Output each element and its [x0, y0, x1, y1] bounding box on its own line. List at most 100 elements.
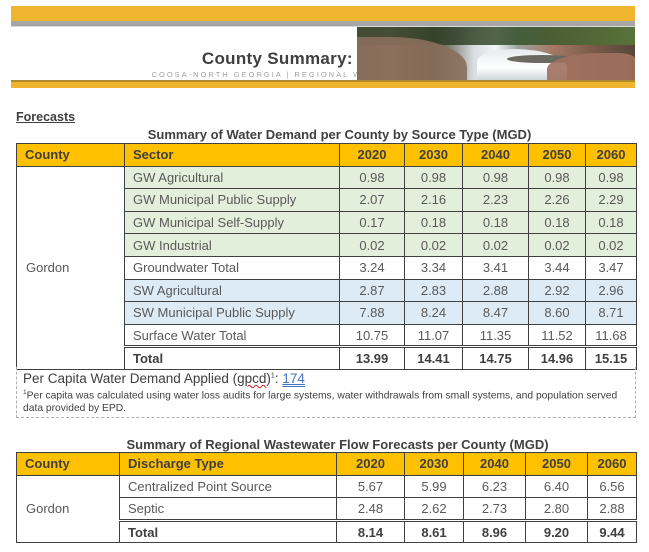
table-row-total: Total 8.14 8.61 8.96 9.20 9.44 [17, 518, 637, 544]
value-cell: 6.40 [525, 474, 588, 499]
value-cell: 3.47 [585, 255, 637, 280]
col-header-2030: 2030 [404, 143, 463, 167]
per-capita-label: Per Capita Water Demand Applied ( [23, 371, 238, 386]
table-header-row: County Sector 2020 2030 2040 2050 2060 [16, 143, 637, 167]
value-cell: 2.92 [528, 278, 586, 303]
value-cell: 2.29 [585, 188, 637, 212]
col-header-2060: 2060 [585, 143, 637, 167]
value-cell: 10.75 [339, 323, 405, 348]
footnote-text: Per capita was calculated using water lo… [23, 390, 618, 414]
total-value: 14.75 [462, 345, 529, 370]
value-cell: 5.99 [404, 474, 464, 499]
table-header-row: County Discharge Type 2020 2030 2040 205… [16, 452, 637, 476]
value-cell: 2.73 [463, 497, 526, 521]
value-cell: 3.34 [404, 255, 463, 280]
col-header-county: County [16, 143, 125, 167]
value-cell: 0.98 [528, 165, 586, 190]
col-header-2050: 2050 [525, 452, 588, 476]
col-header-2040: 2040 [463, 452, 526, 476]
water-demand-table-title: Summary of Water Demand per County by So… [147, 127, 532, 142]
sector-cell: GW Agricultural [124, 165, 340, 190]
value-cell: 2.88 [462, 278, 529, 303]
col-header-2030: 2030 [404, 452, 464, 476]
table-row: GW Municipal Public Supply 2.07 2.16 2.2… [17, 188, 637, 212]
value-cell: 3.44 [528, 255, 586, 280]
total-value: 8.14 [336, 518, 405, 544]
value-cell: 0.17 [339, 210, 405, 235]
photo-rock-right [547, 53, 635, 80]
wastewater-table: County Discharge Type 2020 2030 2040 205… [16, 452, 637, 544]
sector-cell: GW Municipal Self-Supply [124, 210, 340, 235]
value-cell: 11.07 [404, 323, 463, 348]
county-cell: Gordon [16, 474, 120, 544]
sector-cell: GW Industrial [124, 233, 340, 257]
total-label: Total [124, 345, 340, 370]
waterfall-photo [357, 27, 635, 80]
value-cell: 8.24 [404, 301, 463, 325]
table-row: SW Municipal Public Supply 7.88 8.24 8.4… [17, 301, 637, 325]
value-cell: 11.35 [462, 323, 529, 348]
value-cell: 3.41 [462, 255, 529, 280]
table-row: Gordon GW Agricultural 0.98 0.98 0.98 0.… [16, 165, 637, 370]
total-value: 15.15 [585, 345, 637, 370]
value-cell: 7.88 [339, 301, 405, 325]
value-cell: 2.87 [339, 278, 405, 303]
col-header-2020: 2020 [336, 452, 405, 476]
value-cell: 11.68 [585, 323, 637, 348]
per-capita-footnote: 1Per capita was calculated using water l… [23, 387, 635, 415]
col-header-sector: Sector [124, 143, 340, 167]
total-value: 8.61 [404, 518, 464, 544]
value-cell: 0.98 [585, 165, 637, 190]
sector-cell: SW Municipal Public Supply [124, 301, 340, 325]
value-cell: 2.48 [336, 497, 405, 521]
table-row-total: Total 13.99 14.41 14.75 14.96 15.15 [17, 345, 637, 370]
value-cell: 3.24 [339, 255, 405, 280]
value-cell: 2.83 [404, 278, 463, 303]
per-capita-label-close: ) [266, 371, 271, 386]
section-heading-forecasts: Forecasts [16, 110, 76, 124]
value-cell: 0.98 [339, 165, 405, 190]
sector-cell: GW Municipal Public Supply [124, 188, 340, 212]
value-cell: 0.02 [585, 233, 637, 257]
gold-band-shadow [11, 80, 635, 82]
wastewater-table-title: Summary of Regional Wastewater Flow Fore… [126, 437, 549, 452]
gold-band-top [11, 6, 635, 21]
photo-pool [507, 55, 577, 63]
table-row-groundwater-total: Groundwater Total 3.24 3.34 3.41 3.44 3.… [17, 255, 637, 280]
value-cell: 2.26 [528, 188, 586, 212]
table-row: Gordon Centralized Point Source 5.67 5.9… [16, 474, 637, 544]
per-capita-unit: gpcd [237, 371, 267, 386]
header-banner: County Summary: Gordon COOSA-NORTH GEORG… [11, 6, 635, 88]
col-header-2040: 2040 [462, 143, 529, 167]
county-cell: Gordon [16, 165, 125, 370]
gray-band-edge [11, 26, 635, 27]
col-header-county: County [16, 452, 120, 476]
total-label: Total [119, 518, 337, 544]
total-value: 13.99 [339, 345, 405, 370]
value-cell: 0.02 [528, 233, 586, 257]
value-cell: 8.60 [528, 301, 586, 325]
value-cell: 0.18 [585, 210, 637, 235]
table-row: GW Municipal Self-Supply 0.17 0.18 0.18 … [17, 210, 637, 235]
per-capita-box: Per Capita Water Demand Applied (gpcd)1:… [16, 367, 636, 418]
value-cell: 2.16 [404, 188, 463, 212]
value-cell: 2.07 [339, 188, 405, 212]
page-subtitle: COOSA-NORTH GEORGIA | REGIONAL WATER PLA… [151, 70, 421, 79]
discharge-type-cell: Centralized Point Source [119, 474, 337, 499]
table-row-surface-water-total: Surface Water Total 10.75 11.07 11.35 11… [17, 323, 637, 348]
value-cell: 6.56 [587, 474, 637, 499]
value-cell: 8.71 [585, 301, 637, 325]
value-cell: 2.62 [404, 497, 464, 521]
value-cell: 0.18 [462, 210, 529, 235]
total-value: 8.96 [463, 518, 526, 544]
col-header-2060: 2060 [587, 452, 637, 476]
value-cell: 0.02 [404, 233, 463, 257]
col-header-2050: 2050 [528, 143, 586, 167]
col-header-discharge-type: Discharge Type [119, 452, 337, 476]
col-header-2020: 2020 [339, 143, 405, 167]
value-cell: 0.02 [339, 233, 405, 257]
total-value: 9.20 [525, 518, 588, 544]
per-capita-value: 174 [282, 371, 305, 386]
value-cell: 11.52 [528, 323, 586, 348]
value-cell: 0.18 [404, 210, 463, 235]
